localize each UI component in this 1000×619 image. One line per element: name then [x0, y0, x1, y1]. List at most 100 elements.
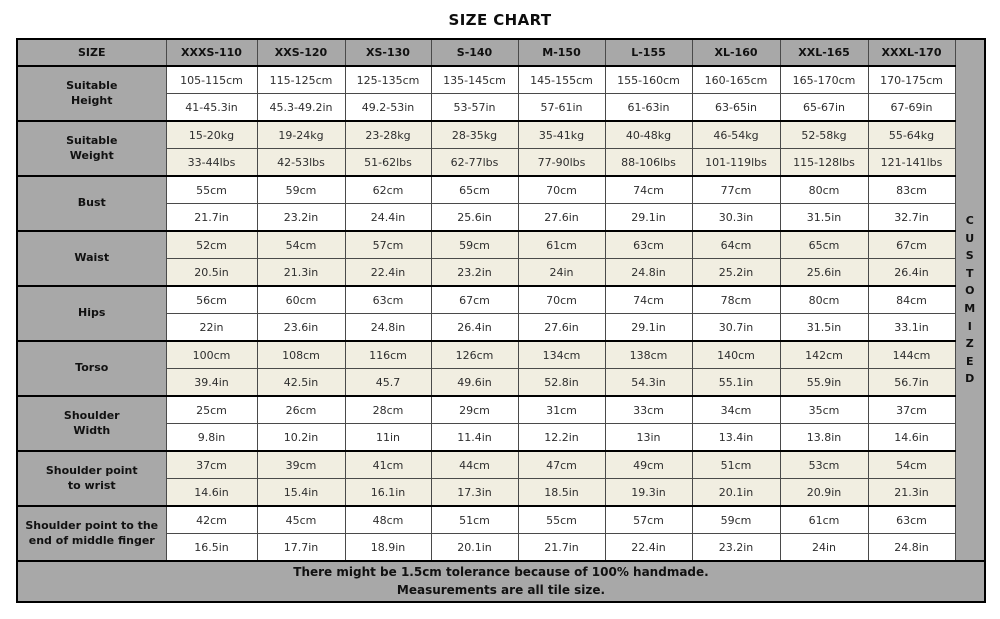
size-cell: 61cm	[779, 505, 869, 534]
column-header: XS-130	[344, 38, 432, 67]
size-cell: 28-35kg	[430, 120, 519, 149]
size-cell: 77-90lbs	[517, 148, 606, 177]
size-cell: 23.2in	[430, 258, 519, 287]
size-cell: 59cm	[256, 175, 346, 204]
size-cell: 59cm	[430, 230, 519, 259]
row-label: Shoulder point to wrist	[16, 450, 167, 507]
size-cell: 170-175cm	[867, 65, 956, 94]
size-cell: 20.9in	[779, 478, 869, 507]
size-cell: 145-155cm	[517, 65, 606, 94]
size-cell: 44cm	[430, 450, 519, 479]
row-label-line: Shoulder point	[45, 464, 138, 478]
size-cell: 16.1in	[344, 478, 432, 507]
size-cell: 21.7in	[517, 533, 606, 562]
size-cell: 41-45.3in	[165, 93, 258, 122]
size-cell: 125-135cm	[344, 65, 432, 94]
size-cell: 121-141lbs	[867, 148, 956, 177]
row-label-line: end of middle finger	[28, 533, 155, 547]
size-cell: 17.3in	[430, 478, 519, 507]
size-cell: 23-28kg	[344, 120, 432, 149]
customized-letter: U	[965, 231, 975, 245]
customized-letter: D	[965, 372, 975, 386]
column-header: L-155	[604, 38, 693, 67]
size-cell: 21.7in	[165, 203, 258, 232]
size-cell: 52cm	[165, 230, 258, 259]
customized-letter: I	[967, 319, 972, 333]
size-cell: 25.2in	[691, 258, 781, 287]
row-label: Shoulder point to the end of middle finge…	[16, 505, 167, 562]
size-cell: 78cm	[691, 285, 781, 314]
size-cell: 65cm	[430, 175, 519, 204]
size-cell: 20.5in	[165, 258, 258, 287]
size-cell: 54.3in	[604, 368, 693, 397]
size-cell: 84cm	[867, 285, 956, 314]
size-cell: 42cm	[165, 505, 258, 534]
size-cell: 80cm	[779, 285, 869, 314]
size-cell: 25cm	[165, 395, 258, 424]
size-cell: 29.1in	[604, 203, 693, 232]
size-cell: 101-119lbs	[691, 148, 781, 177]
size-cell: 31.5in	[779, 203, 869, 232]
row-label-line: Width	[73, 423, 111, 437]
customized-letter: E	[965, 354, 974, 368]
size-cell: 61cm	[517, 230, 606, 259]
size-cell: 24.8in	[344, 313, 432, 342]
size-cell: 13in	[604, 423, 693, 452]
size-cell: 57cm	[344, 230, 432, 259]
size-cell: 142cm	[779, 340, 869, 369]
size-cell: 51cm	[691, 450, 781, 479]
size-cell: 67-69in	[867, 93, 956, 122]
size-cell: 138cm	[604, 340, 693, 369]
size-cell: 33cm	[604, 395, 693, 424]
row-label: Shoulder Width	[16, 395, 167, 452]
size-cell: 30.7in	[691, 313, 781, 342]
size-cell: 88-106lbs	[604, 148, 693, 177]
customized-letter: O	[965, 284, 975, 298]
size-cell: 108cm	[256, 340, 346, 369]
size-cell: 17.7in	[256, 533, 346, 562]
size-cell: 27.6in	[517, 203, 606, 232]
size-cell: 116cm	[344, 340, 432, 369]
size-cell: 55cm	[517, 505, 606, 534]
row-label-line: Shoulder point to the	[25, 519, 159, 533]
size-cell: 39.4in	[165, 368, 258, 397]
size-cell: 42-53lbs	[256, 148, 346, 177]
size-cell: 33.1in	[867, 313, 956, 342]
row-label-line: Weight	[69, 148, 114, 162]
column-header: S-140	[430, 38, 519, 67]
size-cell: 45cm	[256, 505, 346, 534]
size-cell: 56cm	[165, 285, 258, 314]
column-header: XXXS-110	[165, 38, 258, 67]
size-cell: 56.7in	[867, 368, 956, 397]
size-cell: 49.6in	[430, 368, 519, 397]
size-cell: 53-57in	[430, 93, 519, 122]
size-cell: 39cm	[256, 450, 346, 479]
size-cell: 155-160cm	[604, 65, 693, 94]
customized-letter: Z	[965, 337, 974, 351]
size-chart-table: SIZE XXXS-110 XXS-120 XS-130 S-140 M-150 L-155…	[16, 38, 986, 603]
row-label-line: to wrist	[67, 478, 116, 492]
size-cell: 28cm	[344, 395, 432, 424]
size-cell: 115-125cm	[256, 65, 346, 94]
size-cell: 63-65in	[691, 93, 781, 122]
size-cell: 135-145cm	[430, 65, 519, 94]
size-cell: 55.9in	[779, 368, 869, 397]
size-cell: 63cm	[344, 285, 432, 314]
size-cell: 105-115cm	[165, 65, 258, 94]
size-cell: 54cm	[256, 230, 346, 259]
size-cell: 23.2in	[256, 203, 346, 232]
row-label: Bust	[16, 175, 167, 232]
size-cell: 24in	[779, 533, 869, 562]
size-cell: 55-64kg	[867, 120, 956, 149]
size-cell: 18.9in	[344, 533, 432, 562]
size-cell: 31cm	[517, 395, 606, 424]
size-cell: 51-62lbs	[344, 148, 432, 177]
row-label: Suitable Height	[16, 65, 167, 122]
size-cell: 26cm	[256, 395, 346, 424]
size-cell: 61-63in	[604, 93, 693, 122]
row-label-line: Bust	[77, 196, 106, 210]
column-header: M-150	[517, 38, 606, 67]
column-header: XL-160	[691, 38, 781, 67]
size-cell: 45.3-49.2in	[256, 93, 346, 122]
size-cell: 42.5in	[256, 368, 346, 397]
